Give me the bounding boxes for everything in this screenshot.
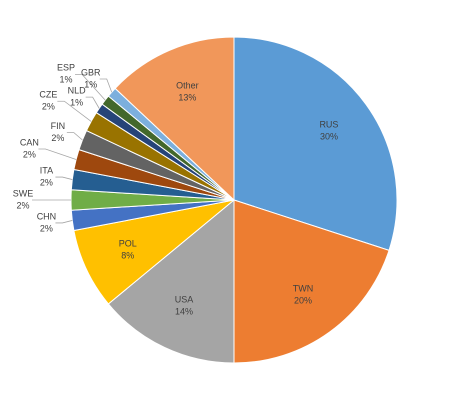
slice-label: CZE — [39, 90, 57, 100]
pie-slice — [114, 36, 235, 202]
slice-value-label: 2% — [16, 200, 29, 210]
leader-line — [85, 96, 100, 109]
pie-slice — [233, 36, 398, 252]
leader-line — [66, 132, 83, 141]
slice-value-label: 2% — [51, 133, 64, 143]
slice-value-label: 2% — [23, 149, 36, 159]
slice-label: CHN — [37, 211, 57, 221]
slice-value-label: 30% — [320, 131, 338, 141]
slice-label: FIN — [51, 121, 66, 131]
slice-value-label: 1% — [84, 79, 97, 89]
leader-line — [55, 220, 73, 224]
slice-value-label: 8% — [121, 250, 134, 260]
slice-value-label: 2% — [40, 177, 53, 187]
slice-label: USA — [175, 295, 194, 305]
slice-label: GBR — [81, 67, 101, 77]
slice-label: ITA — [40, 165, 53, 175]
slice-label: RUS — [319, 119, 338, 129]
slice-value-label: 13% — [178, 93, 196, 103]
leader-line — [99, 78, 113, 93]
leader-line — [57, 100, 92, 122]
leader-line — [38, 148, 77, 160]
slice-label: NLD — [68, 86, 87, 96]
leader-line — [75, 73, 106, 101]
slice-label: ESP — [57, 63, 75, 73]
slice-label: TWN — [293, 283, 314, 293]
pie-slice — [233, 199, 390, 364]
slice-value-label: 20% — [294, 295, 312, 305]
slice-value-label: 14% — [175, 307, 193, 317]
slice-value-label: 2% — [42, 102, 55, 112]
pie-slice — [107, 198, 235, 364]
slice-label: CAN — [20, 137, 39, 147]
slice-value-label: 2% — [40, 223, 53, 233]
slice-value-label: 1% — [60, 75, 73, 85]
slice-label: Other — [176, 81, 199, 91]
leader-line — [55, 176, 73, 180]
slice-label: POL — [119, 238, 137, 248]
slice-value-label: 1% — [70, 98, 83, 108]
slice-label: SWE — [13, 188, 34, 198]
